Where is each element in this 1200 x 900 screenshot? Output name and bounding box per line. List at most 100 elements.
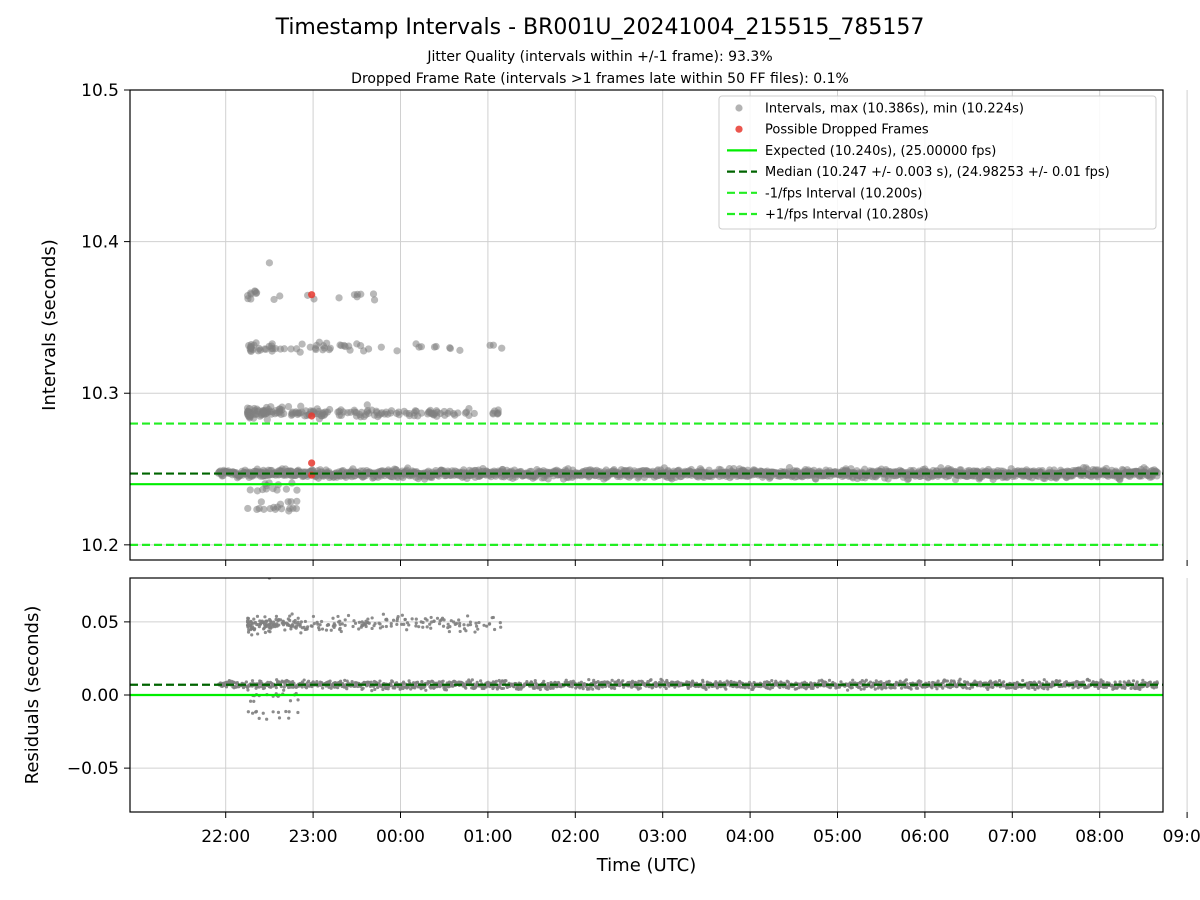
interval-point bbox=[268, 630, 272, 634]
interval-point bbox=[253, 405, 261, 413]
interval-point bbox=[458, 629, 462, 634]
interval-point bbox=[927, 681, 931, 685]
interval-point bbox=[1135, 680, 1139, 684]
interval-point bbox=[499, 625, 503, 629]
interval-point bbox=[879, 680, 883, 684]
interval-point bbox=[494, 679, 498, 683]
chart-title: Timestamp Intervals - BR001U_20241004_21… bbox=[275, 15, 925, 40]
interval-point bbox=[292, 620, 296, 624]
interval-point bbox=[254, 709, 259, 714]
interval-point bbox=[288, 614, 292, 618]
interval-point bbox=[352, 619, 356, 623]
interval-point bbox=[312, 345, 320, 354]
interval-point bbox=[296, 620, 300, 624]
interval-point bbox=[978, 680, 982, 684]
interval-point bbox=[512, 685, 516, 689]
interval-point bbox=[283, 628, 287, 632]
interval-point bbox=[660, 679, 664, 683]
interval-point bbox=[970, 685, 975, 689]
x-tick-label: 03:00 bbox=[638, 827, 687, 847]
x-tick-label: 06:00 bbox=[900, 827, 949, 847]
interval-point bbox=[296, 698, 300, 702]
interval-point bbox=[747, 686, 751, 690]
interval-point bbox=[284, 709, 288, 714]
interval-point bbox=[774, 679, 778, 683]
interval-point bbox=[277, 623, 281, 627]
interval-point bbox=[887, 679, 891, 683]
interval-point bbox=[600, 685, 605, 689]
interval-point bbox=[267, 623, 272, 627]
x-tick-label: 09:00 bbox=[1163, 827, 1200, 847]
interval-point bbox=[417, 625, 421, 629]
interval-point bbox=[386, 687, 390, 691]
interval-point bbox=[873, 687, 877, 691]
interval-point bbox=[281, 620, 285, 624]
interval-point bbox=[419, 620, 423, 624]
interval-point bbox=[395, 617, 400, 621]
interval-point bbox=[477, 620, 481, 625]
interval-point bbox=[468, 623, 473, 627]
points-group bbox=[217, 578, 1160, 721]
interval-point bbox=[255, 504, 263, 513]
interval-point bbox=[276, 292, 284, 300]
interval-point bbox=[373, 687, 377, 691]
interval-point bbox=[303, 619, 307, 624]
x-axis-label: Time (UTC) bbox=[596, 855, 697, 876]
interval-point bbox=[287, 498, 295, 506]
interval-point bbox=[294, 409, 303, 417]
interval-point bbox=[839, 680, 843, 684]
x-tick-label: 05:00 bbox=[813, 827, 862, 847]
interval-point bbox=[298, 340, 306, 348]
interval-point bbox=[336, 341, 344, 349]
interval-point bbox=[406, 685, 410, 689]
interval-point bbox=[446, 625, 450, 630]
interval-point bbox=[610, 678, 614, 682]
interval-point bbox=[874, 679, 878, 683]
interval-point bbox=[476, 627, 480, 631]
interval-point bbox=[444, 688, 449, 692]
interval-point bbox=[466, 614, 470, 618]
interval-point bbox=[468, 620, 473, 624]
interval-point bbox=[305, 627, 309, 631]
interval-point bbox=[350, 406, 358, 414]
interval-point bbox=[370, 616, 374, 620]
interval-point bbox=[941, 686, 945, 690]
interval-point bbox=[263, 630, 267, 635]
interval-point bbox=[326, 622, 330, 627]
x-tick-label: 07:00 bbox=[988, 827, 1037, 847]
interval-point bbox=[317, 628, 321, 632]
y-tick-label: 10.4 bbox=[81, 233, 119, 253]
interval-point bbox=[898, 679, 902, 683]
interval-point bbox=[425, 618, 429, 622]
interval-point bbox=[429, 626, 433, 630]
interval-point bbox=[860, 679, 864, 683]
interval-point bbox=[405, 621, 410, 625]
interval-point bbox=[398, 686, 403, 690]
interval-point bbox=[370, 689, 374, 693]
interval-point bbox=[410, 617, 414, 621]
interval-point bbox=[587, 687, 591, 691]
interval-point bbox=[281, 623, 286, 627]
interval-point bbox=[289, 627, 293, 631]
interval-point bbox=[276, 500, 285, 508]
interval-point bbox=[458, 624, 462, 628]
interval-point bbox=[248, 699, 253, 703]
interval-point bbox=[570, 685, 574, 689]
interval-point bbox=[360, 623, 364, 627]
interval-point bbox=[252, 617, 256, 621]
interval-point bbox=[1123, 685, 1127, 689]
interval-point bbox=[311, 614, 316, 619]
interval-point bbox=[302, 678, 306, 682]
y-axis-label: Residuals (seconds) bbox=[22, 606, 43, 785]
interval-point bbox=[275, 409, 283, 417]
interval-point bbox=[617, 678, 621, 683]
interval-point bbox=[482, 623, 486, 627]
interval-point bbox=[282, 485, 290, 493]
interval-point bbox=[360, 347, 368, 355]
interval-point bbox=[264, 619, 268, 623]
interval-point bbox=[245, 341, 253, 350]
interval-point bbox=[437, 680, 441, 684]
interval-point bbox=[293, 497, 301, 505]
interval-point bbox=[393, 347, 401, 355]
interval-point bbox=[276, 710, 281, 714]
